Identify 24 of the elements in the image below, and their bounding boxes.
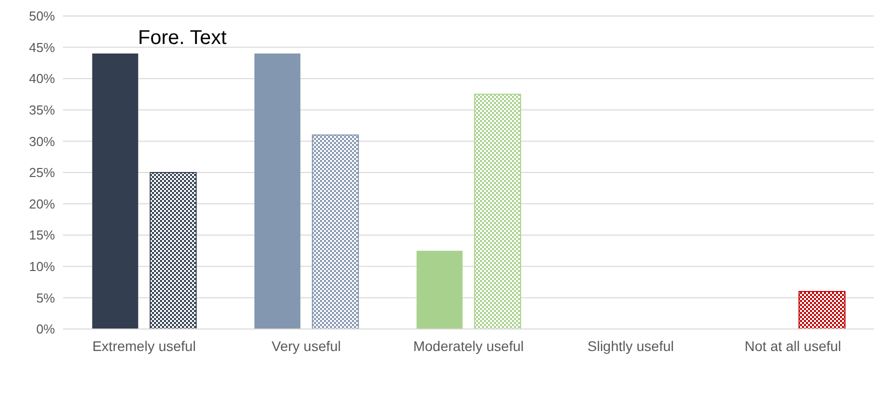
bar [312, 134, 359, 329]
x-tick-label: Very useful [272, 338, 341, 354]
x-tick-label: Not at all useful [744, 338, 842, 354]
y-tick-label: 40% [28, 71, 56, 86]
y-tick-label: 25% [28, 165, 56, 180]
y-tick-label: 45% [28, 40, 56, 55]
y-tick-label: 20% [28, 196, 56, 212]
bar [416, 250, 463, 329]
y-tick-label: 15% [28, 228, 56, 243]
bar [254, 54, 300, 329]
y-tick-label: 30% [28, 134, 56, 149]
x-tick-label: Extremely useful [92, 338, 196, 354]
y-tick-label: 35% [28, 102, 56, 118]
y-tick-label: 5% [36, 290, 56, 306]
y-tick-label: 0% [36, 322, 56, 337]
annotation: Fore. Text [138, 27, 227, 49]
y-tick-label: 50% [28, 8, 56, 24]
bar [150, 172, 197, 329]
bar [92, 54, 138, 329]
bar [798, 290, 846, 329]
bar [474, 94, 522, 329]
y-tick-label: 10% [28, 259, 56, 274]
x-tick-label: Moderately useful [413, 338, 524, 354]
x-tick-label: Slightly useful [588, 338, 674, 354]
